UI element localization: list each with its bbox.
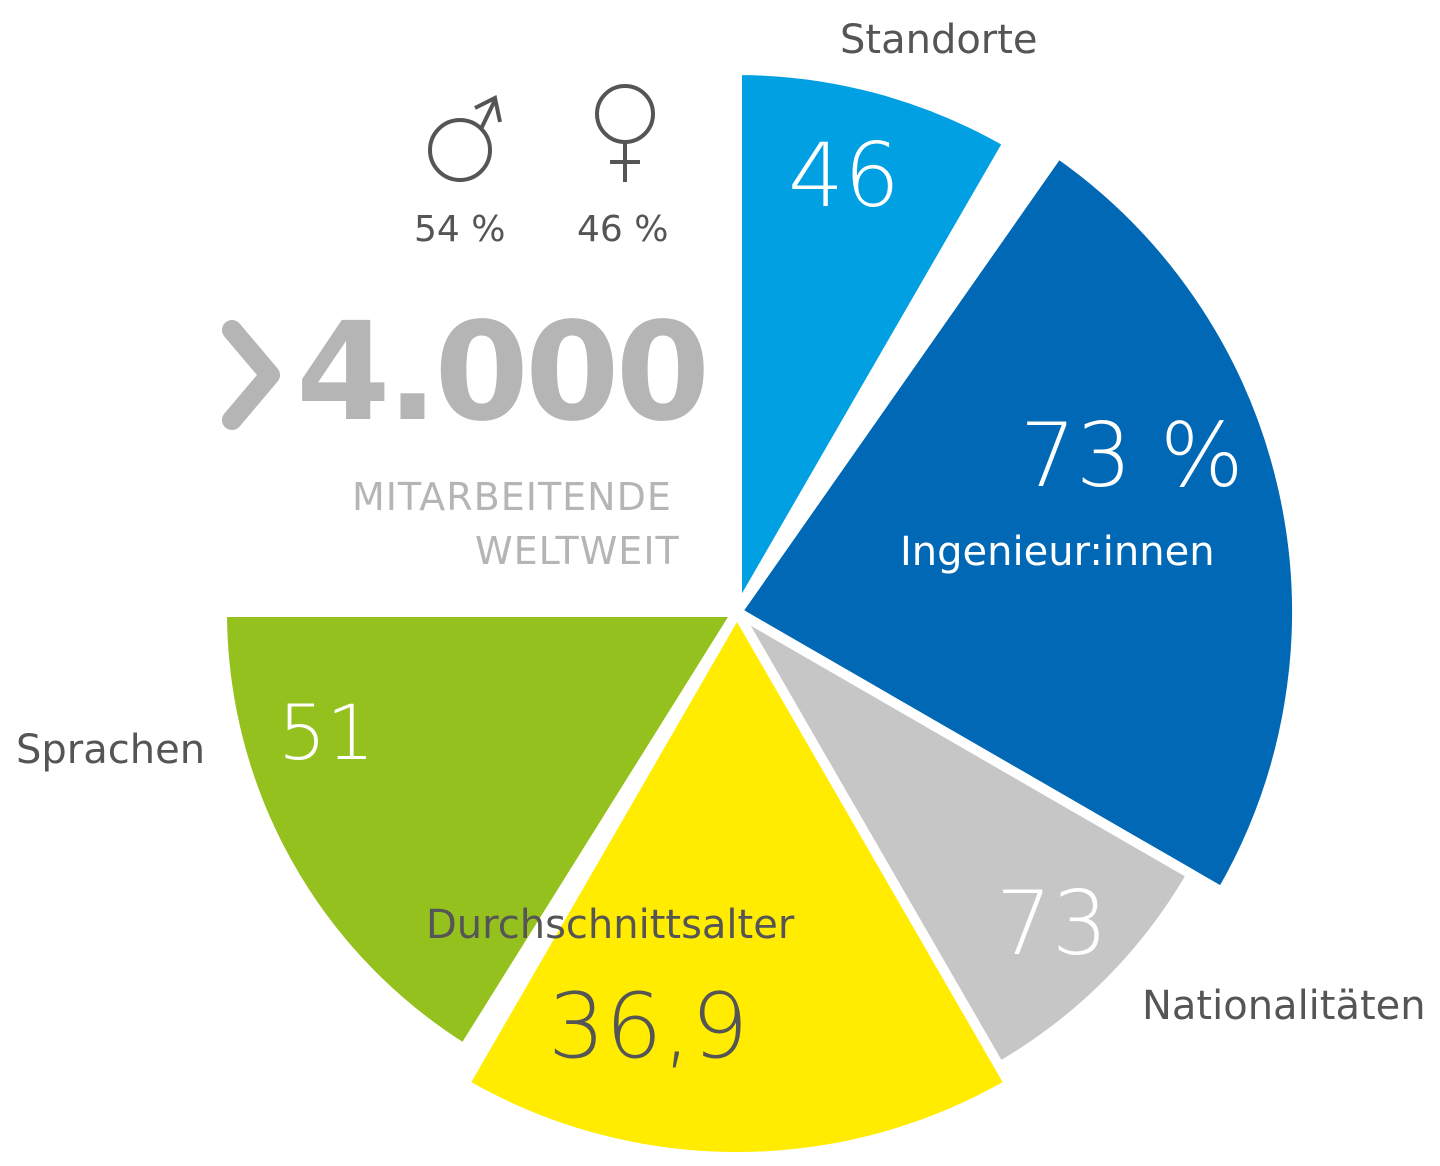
pie-slice-nationalitaeten bbox=[732, 607, 1197, 1072]
greater-than-icon bbox=[222, 320, 280, 430]
male-symbol-icon bbox=[428, 95, 502, 182]
slice-value-nationalitaeten: 73 bbox=[996, 872, 1108, 975]
slice-label-ingenieure: Ingenieur:innen bbox=[900, 529, 1215, 575]
female-share: 46 % bbox=[577, 209, 669, 250]
slice-label-sprachen: Sprachen bbox=[16, 727, 206, 773]
pie-slice-sprachen bbox=[217, 607, 742, 1054]
headline-line1: MITARBEITENDE bbox=[352, 475, 672, 519]
female-symbol-icon bbox=[595, 84, 655, 182]
slice-value-durchschnittsalter: 36,9 bbox=[548, 974, 749, 1079]
slice-label-standorte: Standorte bbox=[840, 17, 1038, 63]
male-share: 54 % bbox=[414, 209, 506, 250]
headline-line2: WELTWEIT bbox=[475, 529, 680, 573]
slice-value-ingenieure: 73 % bbox=[1020, 404, 1244, 507]
slice-label-nationalitaeten: Nationalitäten bbox=[1142, 983, 1426, 1029]
slice-label-durchschnittsalter: Durchschnittsalter bbox=[426, 902, 795, 948]
headline-value: 4.000 bbox=[296, 294, 710, 452]
pie-slice-durchschnittsalter bbox=[459, 607, 1015, 1163]
pie-slice-ingenieure bbox=[732, 148, 1302, 897]
slice-value-sprachen: 51 bbox=[278, 688, 375, 777]
pie-slice-standorte bbox=[732, 65, 1013, 617]
slice-value-standorte: 46 bbox=[788, 124, 900, 227]
